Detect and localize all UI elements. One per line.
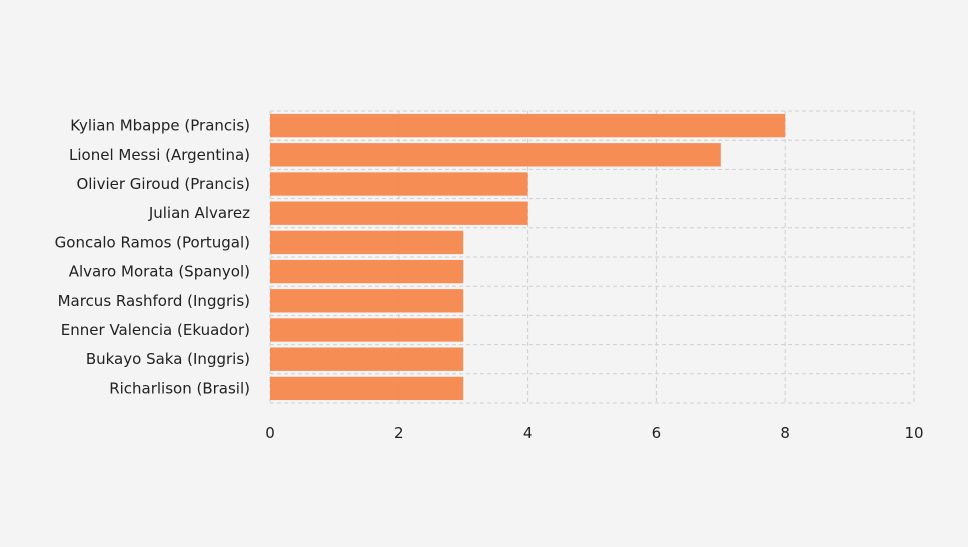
x-tick-label: 10 [904, 424, 923, 442]
x-tick-label: 2 [394, 424, 404, 442]
y-tick-label: Marcus Rashford (Inggris) [58, 292, 250, 310]
y-tick-label: Enner Valencia (Ekuador) [61, 321, 250, 339]
y-tick-label: Kylian Mbappe (Prancis) [70, 117, 250, 135]
bar[interactable] [270, 289, 464, 313]
bar[interactable] [270, 230, 464, 255]
y-tick-label: Julian Alvarez [148, 204, 250, 222]
y-tick-label: Bukayo Saka (Inggris) [86, 350, 250, 368]
y-tick-label: Goncalo Ramos (Portugal) [55, 233, 250, 251]
bar[interactable] [270, 259, 464, 284]
bar[interactable] [270, 172, 528, 196]
bar[interactable] [270, 376, 464, 401]
bar[interactable] [270, 143, 721, 167]
x-tick-label: 8 [780, 424, 790, 442]
y-axis-labels: Kylian Mbappe (Prancis) Lionel Messi (Arg… [55, 117, 250, 398]
y-tick-label: Olivier Giroud (Prancis) [76, 175, 250, 193]
bar[interactable] [270, 347, 464, 371]
bar[interactable] [270, 201, 528, 225]
x-axis-tick-labels: 0 2 4 6 8 10 [265, 424, 923, 442]
y-tick-label: Lionel Messi (Argentina) [69, 146, 250, 164]
bar[interactable] [270, 113, 786, 138]
grid-layer [269, 110, 915, 404]
bar[interactable] [270, 318, 464, 342]
x-tick-label: 0 [265, 424, 275, 442]
y-tick-label: Alvaro Morata (Spanyol) [69, 263, 250, 281]
x-tick-label: 6 [652, 424, 662, 442]
y-tick-label: Richarlison (Brasil) [109, 379, 250, 397]
bars-layer [270, 113, 786, 401]
x-tick-label: 4 [523, 424, 533, 442]
